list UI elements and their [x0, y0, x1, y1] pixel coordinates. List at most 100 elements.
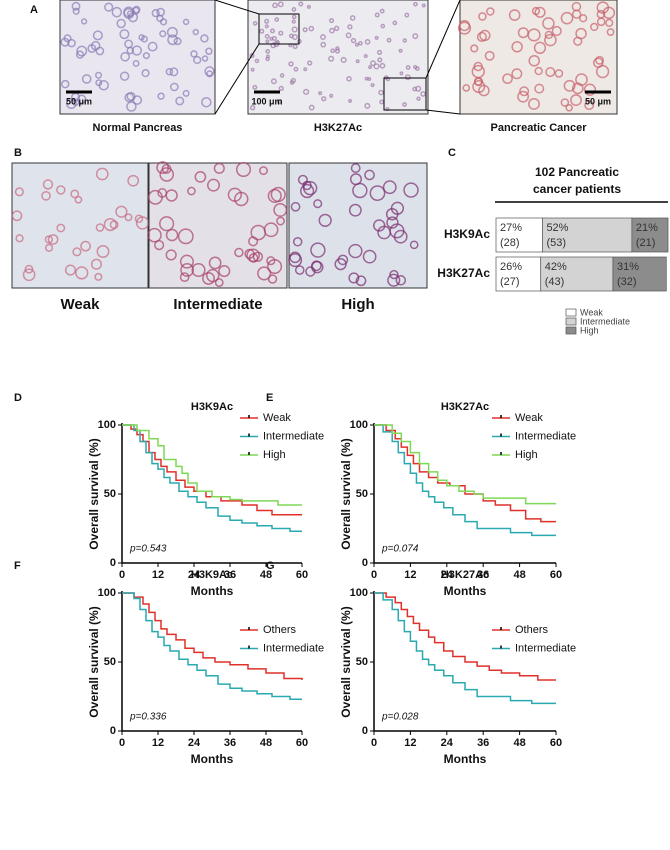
cell: [207, 178, 221, 192]
cell: [179, 254, 194, 269]
cell: [115, 205, 128, 218]
cell: [259, 28, 265, 34]
connector: [214, 0, 260, 15]
connector: [425, 0, 461, 79]
cell: [290, 201, 301, 212]
cell: [257, 266, 272, 281]
x-tick-label: 24: [188, 737, 201, 749]
x-tick-label: 12: [152, 569, 164, 581]
cell: [386, 37, 392, 43]
p-value: p=0.074: [381, 544, 419, 555]
cell: [595, 64, 610, 79]
cell: [103, 217, 117, 232]
cell: [167, 34, 178, 46]
cell: [313, 199, 323, 209]
cell: [200, 34, 209, 43]
cell: [15, 234, 24, 243]
cell: [358, 40, 363, 46]
cell: [348, 98, 353, 103]
panel-label: B: [14, 147, 22, 159]
cell: [269, 28, 276, 34]
x-tick-label: 24: [188, 569, 201, 581]
cell: [596, 17, 606, 27]
cell: [302, 27, 308, 33]
cell: [544, 33, 557, 47]
cell: [278, 85, 284, 92]
cell: [379, 99, 385, 105]
cell: [330, 48, 336, 54]
cell: [159, 167, 175, 182]
chart-title: H3K9Ac: [191, 569, 233, 581]
cell: [44, 243, 54, 252]
cell: [131, 45, 143, 56]
cell: [386, 216, 399, 229]
y-tick-label: 100: [350, 419, 368, 431]
cell: [182, 18, 190, 26]
cell: [421, 3, 426, 8]
legend-swatch: [565, 326, 577, 335]
cell: [56, 185, 66, 195]
cell: [333, 25, 340, 32]
image-caption: H3K27Ac: [314, 122, 362, 134]
cell: [273, 203, 288, 217]
legend-label: Intermediate: [263, 430, 324, 442]
cell: [363, 54, 368, 59]
cell: [294, 265, 305, 275]
cell: [22, 268, 36, 282]
cell: [413, 65, 418, 70]
count-label: (28): [500, 237, 520, 249]
legend-label: Weak: [580, 307, 603, 317]
cell: [350, 163, 361, 174]
cell: [292, 236, 303, 247]
x-tick-label: 60: [550, 569, 562, 581]
cell: [297, 174, 308, 185]
image-caption: Intermediate: [173, 296, 262, 313]
cell: [551, 25, 562, 37]
cell: [300, 183, 315, 199]
cell: [478, 12, 487, 21]
bar-segment: [540, 256, 614, 292]
y-tick-label: 50: [104, 656, 116, 668]
cell: [56, 223, 66, 233]
legend-label: Intermediate: [515, 430, 576, 442]
cell: [76, 45, 88, 57]
x-tick-label: 36: [224, 737, 236, 749]
cell: [527, 28, 541, 42]
cell: [340, 56, 347, 64]
cell: [472, 80, 486, 94]
cell: [258, 166, 268, 176]
cell: [266, 256, 276, 266]
cell: [364, 169, 375, 181]
cell: [151, 9, 160, 18]
panel-label: A: [30, 4, 38, 16]
cell: [208, 256, 222, 270]
value-label: 42%: [545, 261, 567, 273]
cell: [511, 68, 523, 80]
cell: [134, 214, 144, 224]
cell: [205, 47, 213, 55]
connector: [425, 109, 461, 115]
cell: [72, 247, 82, 257]
cell: [291, 7, 297, 12]
image-caption: High: [341, 296, 374, 313]
cell: [227, 187, 242, 202]
cell: [213, 162, 225, 174]
cell: [320, 34, 326, 41]
cell: [90, 258, 102, 270]
cell: [390, 201, 405, 215]
legend-label: Others: [515, 624, 549, 636]
p-value: p=0.336: [129, 712, 167, 723]
cell: [554, 69, 564, 78]
cell: [288, 61, 294, 67]
cell: [583, 83, 597, 96]
y-tick-label: 50: [356, 656, 368, 668]
cell: [348, 272, 360, 284]
x-tick-label: 0: [119, 569, 125, 581]
cell: [11, 210, 23, 222]
cell: [72, 7, 80, 15]
cell: [379, 8, 385, 14]
cell: [404, 74, 411, 81]
image-caption: Normal Pancreas: [93, 122, 183, 134]
cell: [94, 272, 103, 281]
y-axis-label: Overall survival (%): [339, 438, 353, 549]
